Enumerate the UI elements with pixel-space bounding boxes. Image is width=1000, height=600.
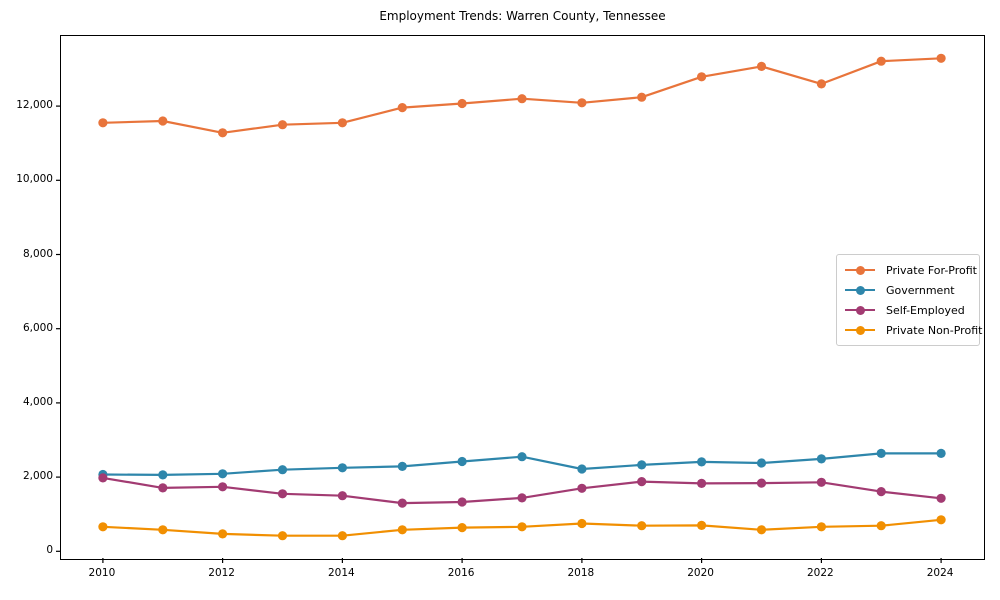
point-self-employed-2010	[98, 473, 108, 483]
point-private-for-profit-2015	[397, 103, 407, 113]
point-private-non-profit-2017	[517, 522, 527, 532]
point-self-employed-2020	[697, 478, 707, 488]
point-private-for-profit-2014	[337, 118, 347, 128]
point-private-for-profit-2023	[876, 56, 886, 66]
legend-item-government: Government	[845, 280, 971, 300]
legend-marker-private-for-profit	[845, 265, 875, 275]
point-government-2019	[637, 460, 647, 470]
legend-item-private-non-profit: Private Non-Profit	[845, 320, 982, 340]
point-self-employed-2016	[457, 497, 467, 507]
point-private-for-profit-2020	[697, 72, 707, 82]
y-tick-label: 8,000	[22, 247, 53, 260]
point-private-non-profit-2011	[158, 525, 168, 535]
point-self-employed-2021	[756, 478, 767, 488]
legend-marker-private-non-profit	[845, 325, 875, 335]
point-private-non-profit-2010	[98, 522, 108, 532]
point-self-employed-2023	[876, 487, 886, 497]
point-self-employed-2014	[337, 491, 347, 501]
y-tick-label: 6,000	[22, 321, 53, 334]
x-tick-label: 2024	[926, 567, 954, 579]
y-tick-label: 0	[46, 544, 53, 557]
point-private-non-profit-2024	[936, 515, 946, 525]
y-tick-label: 10,000	[16, 173, 53, 186]
point-government-2011	[158, 470, 168, 480]
x-tick-label: 2012	[208, 567, 235, 579]
legend-label-private-non-profit: Private Non-Profit	[886, 323, 983, 337]
point-government-2015	[397, 461, 407, 471]
point-private-non-profit-2018	[577, 518, 587, 529]
point-private-for-profit-2010	[98, 118, 108, 128]
point-private-for-profit-2022	[816, 79, 827, 89]
legend: Private For-Profit Government Self-Employe…	[836, 254, 982, 346]
point-private-for-profit-2011	[158, 116, 168, 126]
point-self-employed-2022	[816, 477, 827, 487]
point-government-2017	[517, 452, 527, 462]
point-government-2023	[876, 448, 886, 458]
x-tick-label: 2020	[687, 567, 714, 579]
point-private-for-profit-2021	[756, 61, 767, 71]
legend-marker-government	[845, 285, 875, 295]
point-private-for-profit-2016	[457, 98, 467, 109]
point-self-employed-2024	[936, 493, 946, 503]
point-government-2013	[277, 465, 288, 475]
x-tick-label: 2022	[806, 567, 834, 579]
point-private-for-profit-2013	[277, 120, 288, 130]
point-government-2018	[577, 464, 587, 474]
x-tick-label: 2014	[328, 567, 355, 579]
point-private-for-profit-2012	[218, 128, 228, 138]
point-private-non-profit-2020	[697, 520, 707, 530]
legend-marker-self-employed	[845, 305, 875, 315]
point-private-for-profit-2019	[637, 92, 647, 102]
legend-item-self-employed: Self-Employed	[845, 300, 971, 320]
point-self-employed-2011	[158, 483, 168, 493]
y-tick-label: 4,000	[22, 395, 53, 408]
point-private-non-profit-2023	[876, 521, 886, 531]
plot-area: Private For-Profit Government Self-Employe…	[56, 35, 985, 563]
point-government-2020	[697, 457, 707, 467]
point-self-employed-2018	[577, 483, 587, 493]
point-government-2021	[756, 458, 767, 468]
x-tick-label: 2018	[567, 567, 595, 579]
point-private-non-profit-2012	[218, 529, 228, 539]
chart-title: Employment Trends: Warren County, Tennes…	[379, 9, 666, 23]
point-government-2024	[936, 448, 946, 458]
point-private-non-profit-2013	[277, 531, 288, 541]
x-tick-label: 2016	[447, 567, 475, 579]
point-private-non-profit-2014	[337, 531, 347, 541]
point-private-non-profit-2022	[816, 522, 827, 532]
point-self-employed-2013	[277, 489, 288, 499]
point-government-2014	[337, 463, 347, 473]
point-government-2022	[816, 454, 827, 464]
legend-label-government: Government	[886, 283, 955, 297]
point-private-for-profit-2018	[577, 98, 587, 108]
legend-label-self-employed: Self-Employed	[886, 303, 965, 317]
legend-item-private-for-profit: Private For-Profit	[845, 260, 977, 280]
point-private-non-profit-2019	[637, 521, 647, 531]
point-government-2012	[218, 469, 228, 479]
x-tick-label: 2010	[88, 567, 116, 579]
legend-label-private-for-profit: Private For-Profit	[886, 263, 977, 277]
point-government-2016	[457, 456, 467, 467]
point-self-employed-2019	[637, 477, 647, 487]
point-self-employed-2017	[517, 493, 527, 503]
plot-canvas	[56, 53, 946, 563]
point-self-employed-2012	[218, 482, 228, 492]
point-private-for-profit-2024	[936, 53, 946, 63]
point-private-for-profit-2017	[517, 94, 527, 104]
point-private-non-profit-2016	[457, 523, 467, 533]
y-tick-label: 12,000	[16, 99, 53, 112]
point-self-employed-2015	[397, 498, 407, 508]
point-private-non-profit-2021	[756, 525, 767, 535]
y-tick-label: 2,000	[22, 470, 53, 483]
point-private-non-profit-2015	[397, 525, 407, 535]
